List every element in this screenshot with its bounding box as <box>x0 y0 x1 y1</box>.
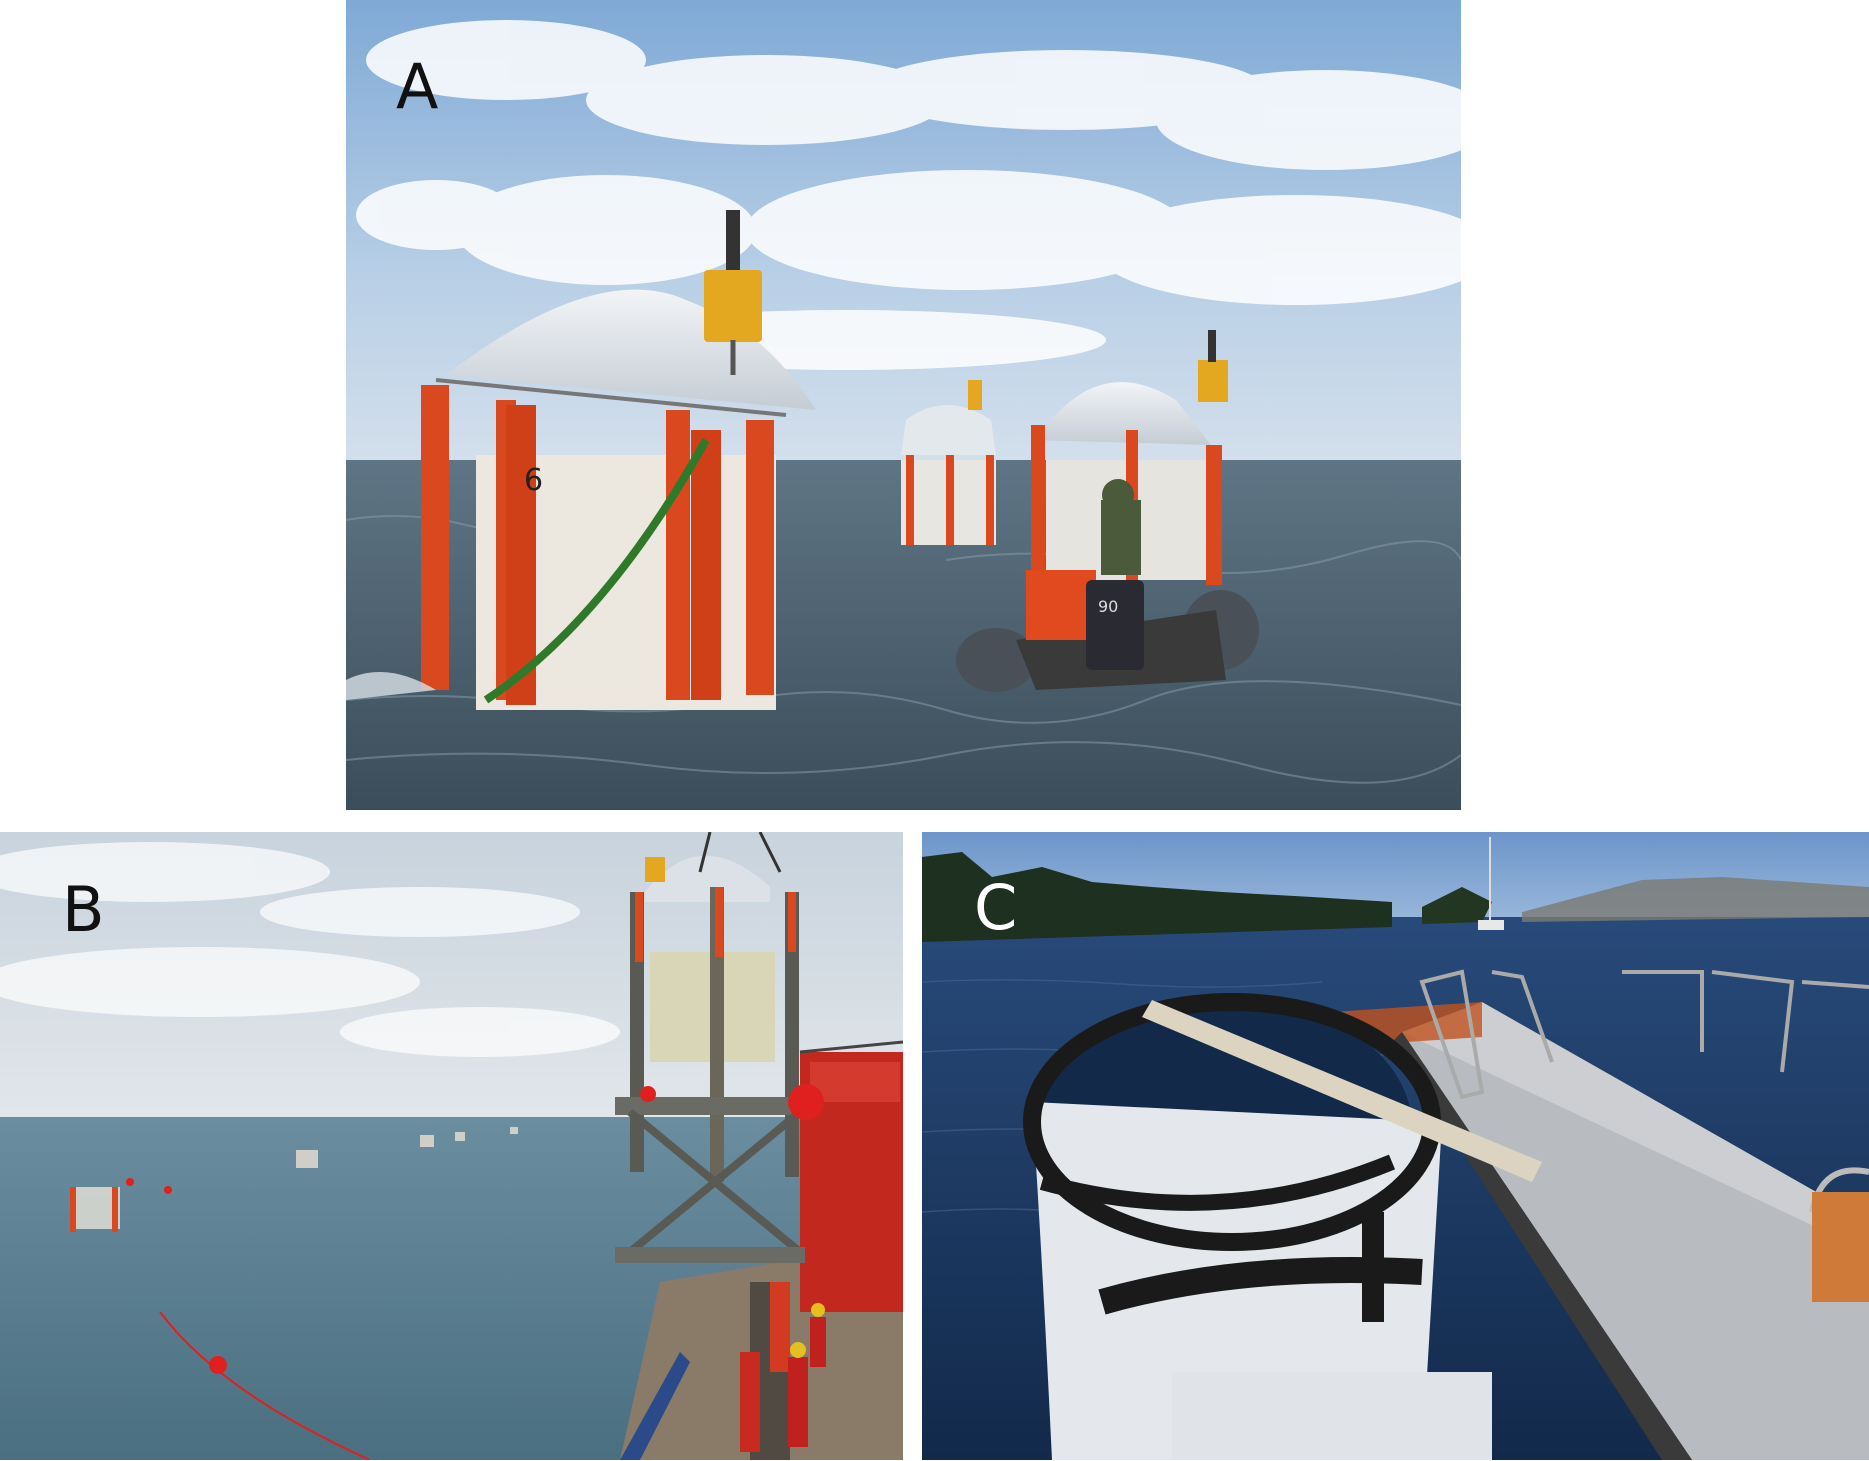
crew-members <box>788 1303 826 1447</box>
photo-panel-c: C <box>922 832 1869 1460</box>
main-mesocosm: 6 <box>421 210 816 710</box>
mesocosm-at-sea-image: 6 90 <box>346 0 1461 810</box>
floating-bag-at-pier-image <box>922 832 1869 1460</box>
photo-panel-b: B <box>0 832 903 1460</box>
tree-line <box>922 852 1392 942</box>
wooden-plank <box>1142 1000 1542 1182</box>
enclosure-bag <box>1023 993 1542 1460</box>
distant-hills <box>1522 877 1869 922</box>
research-vessel <box>620 1040 903 1460</box>
mesocosm-deployment-image <box>0 832 903 1460</box>
panel-label-c: C <box>974 871 1018 944</box>
panel-label-b: B <box>62 873 105 946</box>
buoy <box>209 1356 227 1374</box>
distant-mesocosms <box>70 1127 518 1232</box>
panel-label-a: A <box>396 50 439 123</box>
hanging-mesocosm <box>615 832 824 1263</box>
cage-number: 6 <box>524 463 543 498</box>
outboard-label: 90 <box>1098 597 1118 616</box>
right-mesocosm <box>1031 330 1228 615</box>
photo-panel-a: 6 90 A <box>346 0 1461 810</box>
distant-mesocosm <box>901 380 996 545</box>
inflatable-boat: 90 <box>956 479 1259 692</box>
